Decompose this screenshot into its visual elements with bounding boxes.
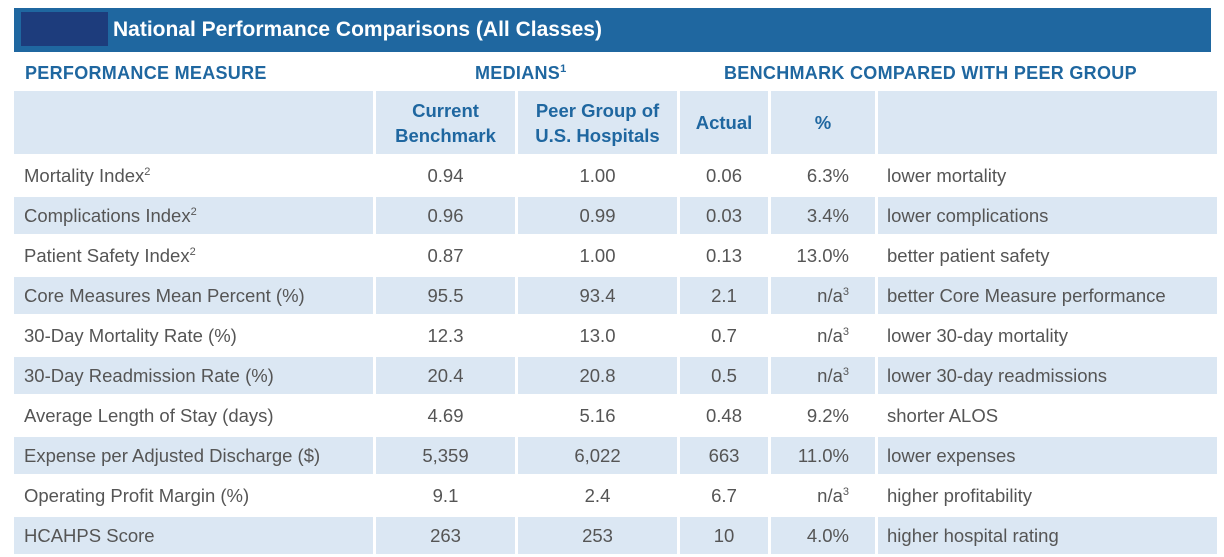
measure-name: HCAHPS Score (14, 517, 373, 554)
table-row: Mortality Index2 0.94 1.00 0.06 6.3% lower mo… (14, 157, 1217, 194)
comparison-description: shorter ALOS (887, 404, 999, 426)
actual-difference-value: 0.13 (705, 244, 742, 266)
percent-difference-value: n/a3 (771, 277, 875, 314)
actual-difference-value: 0.7 (711, 324, 737, 346)
redacted-logo (21, 12, 108, 46)
actual-difference-value: 10 (680, 517, 768, 554)
comparison-description: lower mortality (887, 164, 1007, 186)
percent-difference-value: n/a3 (817, 484, 849, 506)
header-current-benchmark: Current Benchmark (376, 91, 515, 154)
table-row: Patient Safety Index2 0.87 1.00 0.13 13.0% be… (14, 237, 1217, 274)
peer-group-value: 1.00 (579, 164, 616, 186)
current-benchmark-value: 0.96 (376, 197, 515, 234)
comparison-description: higher hospital rating (878, 517, 1217, 554)
footnote-marker: 3 (842, 485, 849, 498)
current-benchmark-value: 0.87 (427, 244, 464, 266)
current-benchmark-value: 95.5 (376, 277, 515, 314)
measure-name: Average Length of Stay (days) (24, 404, 274, 426)
peer-group-value: 5.16 (579, 404, 616, 426)
peer-group-value: 2.4 (584, 484, 611, 506)
percent-difference-value: 6.3% (806, 164, 849, 186)
table-row: HCAHPS Score 263 253 10 4.0% higher hospital … (14, 517, 1217, 554)
percent-difference-value: n/a3 (771, 357, 875, 394)
actual-difference-value: 6.7 (711, 484, 737, 506)
current-benchmark-value: 4.69 (427, 404, 464, 426)
table-row: 30-Day Mortality Rate (%) 12.3 13.0 0.7 n/a3… (14, 317, 1217, 354)
percent-difference-value: 4.0% (771, 517, 875, 554)
current-benchmark-value: 9.1 (432, 484, 459, 506)
table-row: Expense per Adjusted Discharge ($) 5,359 6… (14, 437, 1217, 474)
percent-difference-value: 13.0% (796, 244, 849, 266)
measure-name: Complications Index2 (14, 197, 373, 234)
performance-measure-header: PERFORMANCE MEASURE (25, 63, 267, 83)
current-benchmark-value: 263 (376, 517, 515, 554)
measure-name: Expense per Adjusted Discharge ($) (14, 437, 373, 474)
current-benchmark-value: 0.94 (427, 164, 464, 186)
actual-difference-value: 0.5 (680, 357, 768, 394)
header-cell-empty (14, 91, 373, 154)
measure-name: 30-Day Mortality Rate (%) (24, 324, 237, 346)
header-actual: Actual (680, 91, 768, 154)
comparison-description: lower expenses (878, 437, 1217, 474)
comparison-description: lower complications (878, 197, 1217, 234)
comparison-description: lower 30-day mortality (887, 324, 1068, 346)
table-row: Core Measures Mean Percent (%) 95.5 93.4 2.… (14, 277, 1217, 314)
footnote-marker: 3 (842, 325, 849, 338)
measure-name: Core Measures Mean Percent (%) (14, 277, 373, 314)
medians-header: MEDIANS1 (475, 63, 567, 83)
table-row: 30-Day Readmission Rate (%) 20.4 20.8 0.5 n/… (14, 357, 1217, 394)
footnote-marker: 2 (189, 245, 196, 258)
footnote-marker: 3 (842, 285, 849, 298)
peer-group-value: 0.99 (518, 197, 677, 234)
peer-group-value: 253 (518, 517, 677, 554)
peer-group-value: 20.8 (518, 357, 677, 394)
actual-difference-value: 663 (680, 437, 768, 474)
percent-difference-value: n/a3 (817, 324, 849, 346)
comparison-description: higher profitability (887, 484, 1032, 506)
comparison-description: better Core Measure performance (878, 277, 1217, 314)
percent-difference-value: 9.2% (806, 404, 849, 426)
medians-footnote: 1 (560, 63, 567, 75)
table-header-row: Current Benchmark Peer Group of U.S. Hospi… (14, 91, 1217, 154)
measure-name: Operating Profit Margin (%) (24, 484, 250, 506)
actual-difference-value: 2.1 (680, 277, 768, 314)
footnote-marker: 2 (144, 165, 151, 178)
measure-name: 30-Day Readmission Rate (%) (14, 357, 373, 394)
current-benchmark-value: 12.3 (427, 324, 464, 346)
actual-difference-value: 0.06 (705, 164, 742, 186)
benchmark-header: BENCHMARK COMPARED WITH PEER GROUP (724, 63, 1137, 83)
percent-difference-value: 11.0% (771, 437, 875, 474)
table-row: Average Length of Stay (days) 4.69 5.16 0.4… (14, 397, 1217, 434)
peer-group-value: 13.0 (579, 324, 616, 346)
comparison-description: better patient safety (887, 244, 1050, 266)
actual-difference-value: 0.48 (705, 404, 742, 426)
table-row: Complications Index2 0.96 0.99 0.03 3.4% lowe… (14, 197, 1217, 234)
comparison-description: lower 30-day readmissions (878, 357, 1217, 394)
current-benchmark-value: 5,359 (376, 437, 515, 474)
page-title: National Performance Comparisons (All Cl… (113, 18, 602, 41)
peer-group-value: 93.4 (518, 277, 677, 314)
header-cell-empty (878, 91, 1217, 154)
footnote-marker: 3 (842, 365, 849, 378)
percent-difference-value: 3.4% (771, 197, 875, 234)
header-percent: % (771, 91, 875, 154)
footnote-marker: 2 (190, 205, 197, 218)
measure-name: Mortality Index2 (24, 164, 151, 186)
actual-difference-value: 0.03 (680, 197, 768, 234)
table-row: Operating Profit Margin (%) 9.1 2.4 6.7 n/a3… (14, 477, 1217, 514)
title-bar: National Performance Comparisons (All Cl… (14, 8, 1211, 52)
peer-group-value: 1.00 (579, 244, 616, 266)
current-benchmark-value: 20.4 (376, 357, 515, 394)
performance-table: Current Benchmark Peer Group of U.S. Hospi… (11, 88, 1220, 557)
peer-group-value: 6,022 (518, 437, 677, 474)
measure-name: Patient Safety Index2 (24, 244, 196, 266)
header-peer-group: Peer Group of U.S. Hospitals (518, 91, 677, 154)
